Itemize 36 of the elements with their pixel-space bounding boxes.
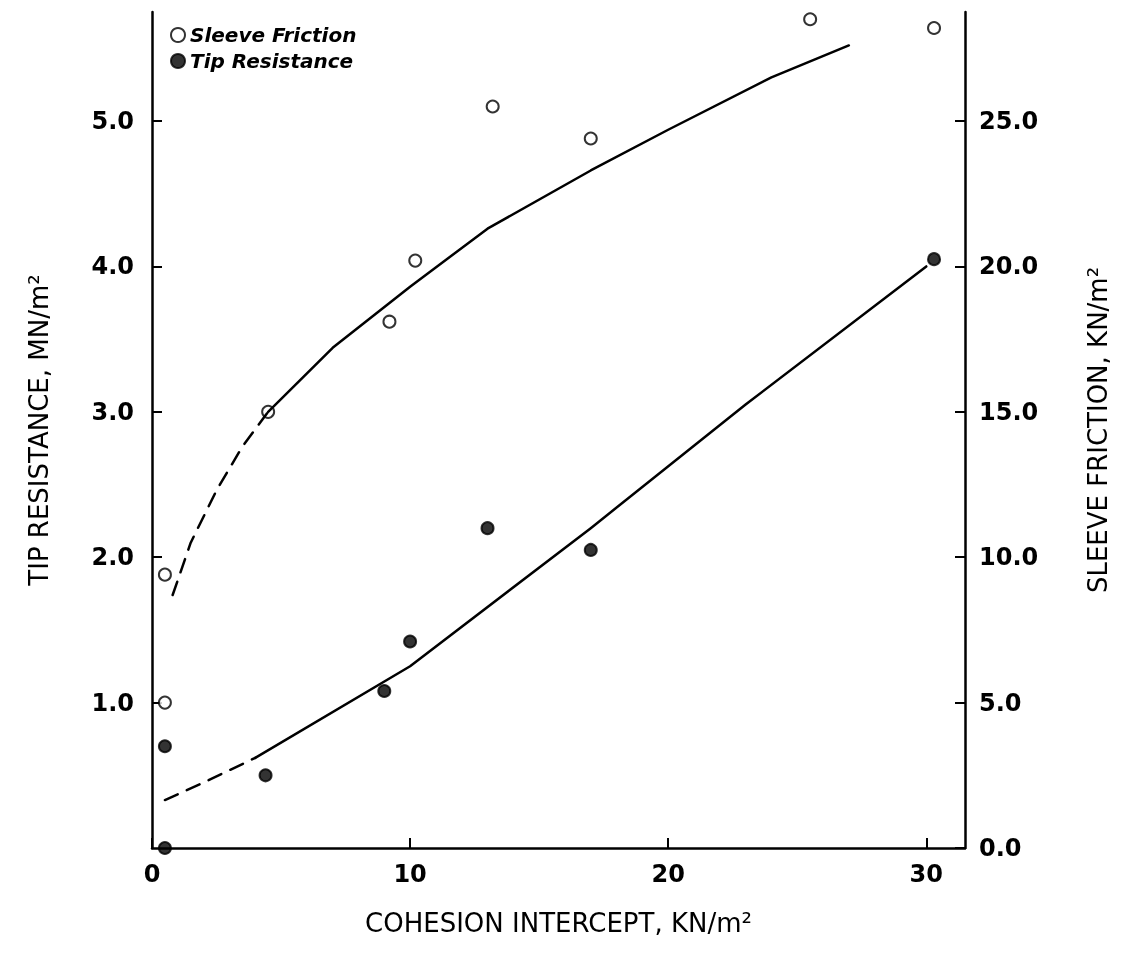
point [803, 12, 818, 27]
point [927, 21, 942, 35]
point [583, 131, 598, 146]
y2-tick-label: 15.0 [979, 397, 1039, 426]
x-tick-label: 0 [143, 860, 161, 888]
point [382, 314, 397, 329]
point [157, 567, 172, 582]
point [927, 252, 942, 267]
y-tick-label: 2.0 [91, 543, 134, 572]
y2-tick-label: 10.0 [979, 543, 1039, 572]
y2-axis-title: SLEEVE FRICTION, KN/m² [1083, 266, 1113, 594]
legend-label: Sleeve Friction [190, 23, 357, 47]
point [258, 768, 273, 783]
point [485, 99, 500, 114]
point [480, 521, 495, 536]
y2-tick-label: 5.0 [979, 688, 1022, 717]
x-axis-title: COHESION INTERCEPT, KN/m² [365, 908, 752, 938]
x-tick-label: 10 [393, 860, 427, 888]
point [157, 739, 172, 754]
y2-tick-label: 20.0 [979, 252, 1039, 281]
point [583, 542, 598, 557]
point [377, 683, 392, 698]
x-tick-label: 30 [909, 860, 943, 888]
point [157, 695, 172, 710]
y2-tick-label: 25.0 [979, 107, 1039, 136]
y-tick-label: 5.0 [91, 107, 134, 136]
x-tick-label: 20 [651, 860, 685, 888]
point [157, 841, 172, 855]
y-tick-label: 1.0 [91, 688, 134, 717]
point [408, 253, 423, 268]
y-axis-title: TIP RESISTANCE, MN/m² [24, 274, 54, 587]
point [403, 634, 418, 649]
y-tick-label: 4.0 [91, 252, 134, 281]
y2-tick-label: 0.0 [979, 834, 1022, 862]
y-tick-label: 3.0 [91, 397, 134, 426]
legend-label: Tip Resistance [190, 49, 354, 73]
